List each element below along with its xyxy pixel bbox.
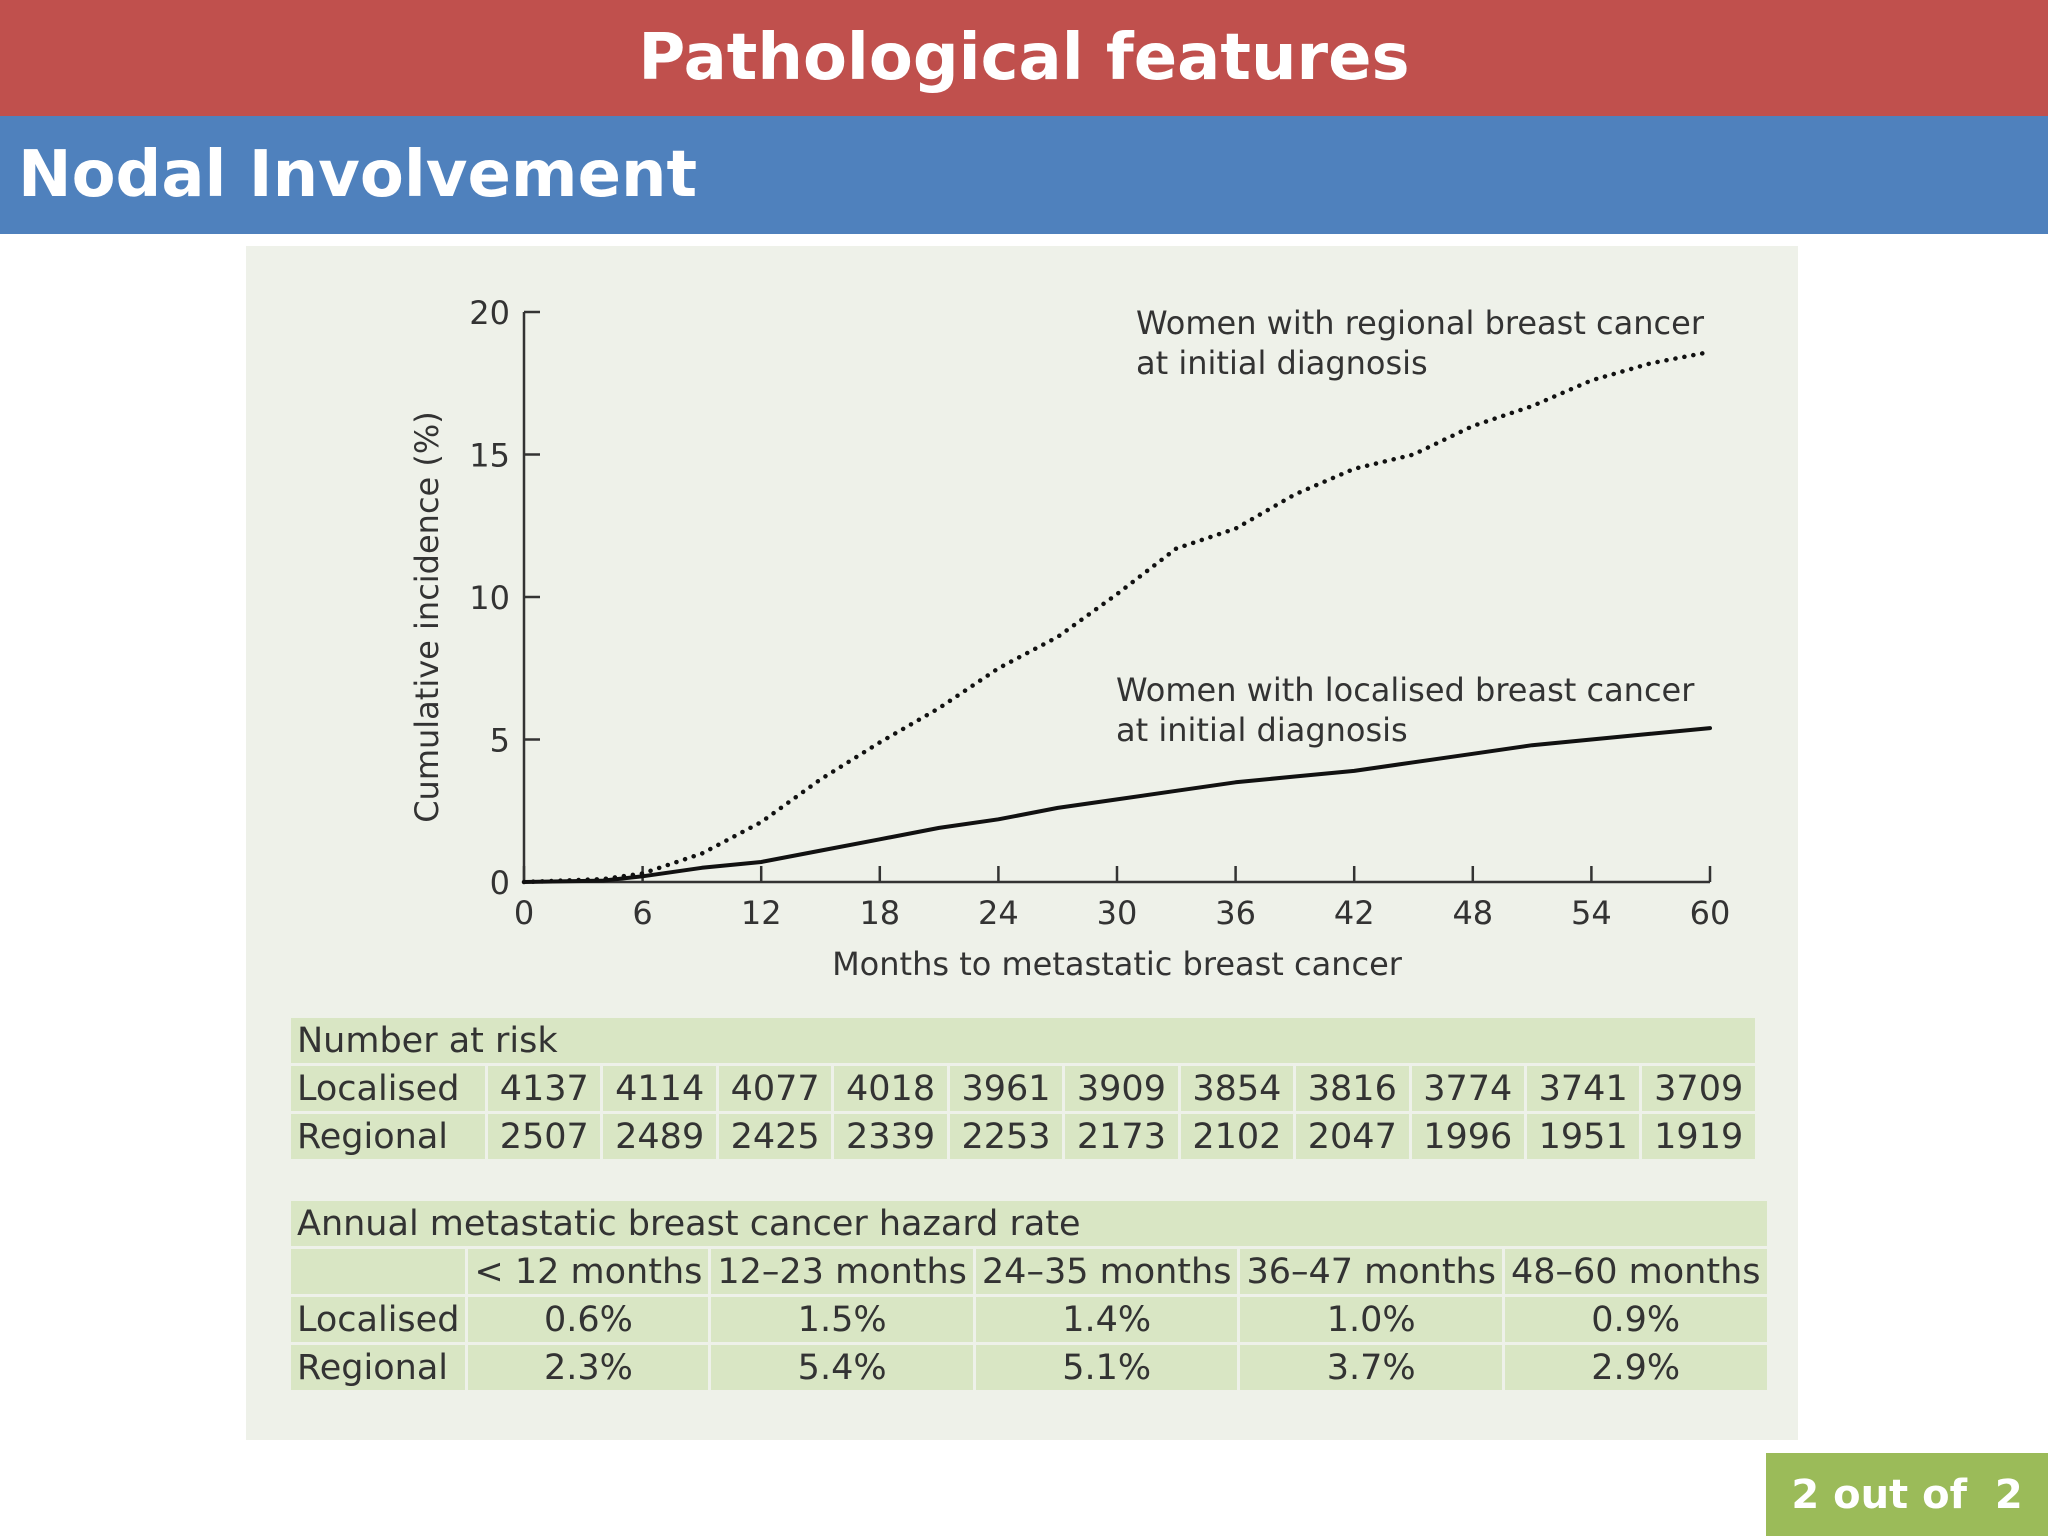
hazard-cell: 2.9% [1504, 1345, 1767, 1390]
y-axis-label: Cumulative incidence (%) [408, 411, 446, 823]
page-separator: out of [1833, 1471, 1967, 1518]
y-tick-label: 5 [490, 722, 510, 760]
x-axis-label: Months to metastatic breast cancer [832, 945, 1403, 983]
risk-cell: 1919 [1642, 1114, 1755, 1159]
y-tick-label: 15 [469, 437, 510, 475]
x-tick-label: 18 [859, 894, 900, 932]
table-row: Regional 2507 2489 2425 2339 2253 2173 2… [291, 1114, 1755, 1159]
hazard-row-label-localised: Localised [291, 1297, 466, 1342]
series-line-localised [522, 726, 1712, 884]
risk-cell: 4114 [603, 1066, 716, 1111]
risk-cell: 3741 [1526, 1066, 1640, 1111]
x-tick-label: 30 [1097, 894, 1138, 932]
x-tick-label: 48 [1452, 894, 1493, 932]
series-line-regional [521, 349, 1713, 885]
risk-cell: 3774 [1411, 1066, 1524, 1111]
x-tick-label: 36 [1215, 894, 1256, 932]
table-row: < 12 months 12–23 months 24–35 months 36… [291, 1249, 1767, 1294]
hazard-rate-table: Annual metastatic breast cancer hazard r… [288, 1198, 1770, 1393]
table-row: Regional 2.3% 5.4% 5.1% 3.7% 2.9% [291, 1345, 1767, 1390]
series-label-localised: Women with localised breast cancer [1116, 671, 1695, 709]
x-tick-label: 60 [1690, 894, 1731, 932]
risk-cell: 2047 [1296, 1114, 1409, 1159]
risk-cell: 2339 [834, 1114, 947, 1159]
y-tick-label: 10 [469, 579, 510, 617]
page-indicator: 2 out of 2 [1766, 1453, 2048, 1536]
risk-cell: 2425 [718, 1114, 832, 1159]
hazard-cell: 0.6% [468, 1297, 709, 1342]
page-total: 2 [1994, 1471, 2023, 1518]
series-label-regional: Women with regional breast cancer [1136, 304, 1705, 342]
risk-table-header: Number at risk [291, 1018, 1755, 1063]
risk-cell: 3816 [1296, 1066, 1409, 1111]
risk-cell: 3961 [949, 1066, 1063, 1111]
hazard-corner-cell [291, 1249, 466, 1294]
table-row: Localised 4137 4114 4077 4018 3961 3909 … [291, 1066, 1755, 1111]
risk-cell: 2253 [949, 1114, 1063, 1159]
hazard-cell: 2.3% [468, 1345, 709, 1390]
risk-cell: 1951 [1526, 1114, 1640, 1159]
slide-subtitle: Nodal Involvement [0, 116, 2048, 234]
risk-cell: 2489 [603, 1114, 716, 1159]
hazard-column-header: 48–60 months [1504, 1249, 1767, 1294]
risk-cell: 4077 [718, 1066, 832, 1111]
risk-row-label-localised: Localised [291, 1066, 486, 1111]
hazard-cell: 0.9% [1504, 1297, 1767, 1342]
x-tick-label: 6 [632, 894, 652, 932]
x-tick-label: 42 [1334, 894, 1375, 932]
hazard-cell: 1.0% [1240, 1297, 1502, 1342]
slide-title: Pathological features [0, 0, 2048, 116]
hazard-cell: 1.5% [711, 1297, 973, 1342]
risk-cell: 2173 [1065, 1114, 1178, 1159]
y-tick-label: 20 [469, 294, 510, 332]
chart-axes: 0 5 10 15 20 0 6 12 18 24 30 36 42 48 54 60 Months to me… [408, 294, 1730, 983]
risk-cell: 4137 [488, 1066, 601, 1111]
hazard-column-header: 24–35 months [975, 1249, 1238, 1294]
risk-cell: 2102 [1180, 1114, 1294, 1159]
risk-row-label-regional: Regional [291, 1114, 486, 1159]
hazard-table-header: Annual metastatic breast cancer hazard r… [291, 1201, 1767, 1246]
hazard-cell: 5.1% [975, 1345, 1238, 1390]
hazard-row-label-regional: Regional [291, 1345, 466, 1390]
page-current: 2 [1791, 1471, 1820, 1518]
hazard-cell: 3.7% [1240, 1345, 1502, 1390]
hazard-column-header: 12–23 months [711, 1249, 973, 1294]
risk-cell: 3854 [1180, 1066, 1294, 1111]
number-at-risk-table: Number at risk Localised 4137 4114 4077 … [288, 1015, 1758, 1162]
risk-cell: 1996 [1411, 1114, 1524, 1159]
hazard-cell: 5.4% [711, 1345, 973, 1390]
risk-cell: 2507 [488, 1114, 601, 1159]
hazard-column-header: 36–47 months [1240, 1249, 1502, 1294]
y-tick-label: 0 [490, 864, 510, 902]
series-label-localised: at initial diagnosis [1116, 711, 1408, 749]
hazard-column-header: < 12 months [468, 1249, 709, 1294]
x-tick-label: 12 [741, 894, 782, 932]
x-tick-label: 24 [978, 894, 1019, 932]
series-label-regional: at initial diagnosis [1136, 344, 1428, 382]
risk-cell: 3909 [1065, 1066, 1178, 1111]
chart-series [521, 349, 1713, 885]
risk-cell: 4018 [834, 1066, 947, 1111]
cumulative-incidence-chart: 0 5 10 15 20 0 6 12 18 24 30 36 42 48 54 60 Months to me… [408, 294, 1730, 983]
hazard-cell: 1.4% [975, 1297, 1238, 1342]
x-tick-label: 0 [514, 894, 534, 932]
table-row: Localised 0.6% 1.5% 1.4% 1.0% 0.9% [291, 1297, 1767, 1342]
risk-cell: 3709 [1642, 1066, 1755, 1111]
x-tick-label: 54 [1571, 894, 1612, 932]
